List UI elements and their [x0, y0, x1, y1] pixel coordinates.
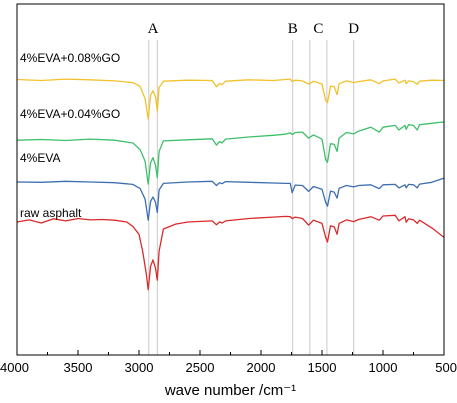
series-label-3: 4%EVA: [20, 151, 60, 165]
region-marker-lines: [148, 40, 355, 355]
x-tick-label-4000: 4000: [0, 360, 29, 375]
x-tick-label-1000: 1000: [369, 360, 398, 375]
series-line-4: [16, 214, 445, 291]
x-tick-label-3000: 3000: [125, 360, 154, 375]
region-label-c: C: [313, 21, 323, 37]
x-tick-label-3500: 3500: [64, 360, 93, 375]
x-tick-label-2500: 2500: [186, 360, 215, 375]
series-label-1: 4%EVA+0.08%GO: [20, 51, 120, 65]
region-label-d: D: [348, 21, 359, 37]
region-label-b: B: [288, 21, 298, 37]
x-tick-label-1500: 1500: [308, 360, 337, 375]
series-labels: 4%EVA+0.08%GO 4%EVA+0.04%GO 4%EVA raw aspha…: [20, 51, 120, 220]
series-group: [16, 78, 445, 291]
x-axis-label: wave number /cm⁻¹: [164, 382, 296, 399]
x-tick-label-2000: 2000: [247, 360, 276, 375]
region-label-a: A: [148, 21, 159, 37]
x-tick-label-500: 500: [435, 360, 457, 375]
series-line-1: [16, 78, 445, 120]
series-label-2: 4%EVA+0.04%GO: [20, 107, 120, 121]
series-label-4: raw asphalt: [20, 206, 82, 220]
series-line-3: [16, 177, 445, 221]
series-line-2: [16, 121, 445, 185]
x-axis: 4000 3500 3000 2500 2000 1500 1000 500: [0, 350, 457, 375]
